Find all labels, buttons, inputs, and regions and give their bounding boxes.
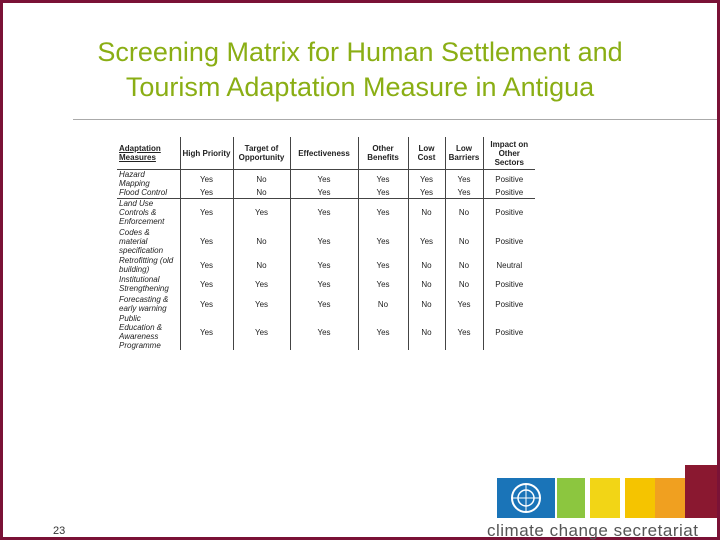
- rating-cell: No: [357, 294, 408, 314]
- title-line: Tourism Adaptation Measure in Antigua: [125, 72, 595, 102]
- rating-cell: Yes: [179, 227, 233, 256]
- rating-cell: Positive: [482, 314, 535, 350]
- rating-cell: No: [232, 188, 290, 199]
- rating-cell: Positive: [482, 227, 535, 256]
- header-cell: Effectiveness: [289, 137, 358, 170]
- rating-cell: Yes: [407, 188, 445, 199]
- rating-cell: Positive: [482, 198, 535, 227]
- rating-cell: Yes: [289, 169, 358, 188]
- table-row: Retrofitting (old building) Yes No Yes Yes No…: [117, 256, 535, 274]
- rating-cell: Yes: [357, 169, 408, 188]
- rating-cell: Yes: [357, 227, 408, 256]
- rating-cell: Positive: [482, 274, 535, 294]
- rating-cell: Yes: [179, 294, 233, 314]
- rating-cell: Yes: [179, 274, 233, 294]
- logo-block: [590, 478, 620, 518]
- logo-block: [625, 478, 655, 518]
- rating-cell: Yes: [232, 314, 290, 350]
- table-row: Public Education & Awareness Programme Ye…: [117, 314, 535, 350]
- rating-cell: Yes: [289, 314, 358, 350]
- rating-cell: Yes: [289, 227, 358, 256]
- logo-text: climate change secretariat: [487, 521, 699, 540]
- measure-cell: Hazard Mapping: [119, 170, 150, 188]
- rating-cell: Yes: [179, 188, 233, 199]
- rating-cell: No: [407, 274, 445, 294]
- rating-cell: Yes: [179, 198, 233, 227]
- measure-cell: Flood Control: [117, 188, 180, 199]
- rating-cell: No: [232, 256, 290, 274]
- rating-cell: Yes: [444, 169, 483, 188]
- measure-cell: Forecasting & early warning: [119, 295, 169, 313]
- rating-cell: Yes: [444, 188, 483, 199]
- rating-cell: Yes: [289, 256, 358, 274]
- rating-cell: Positive: [482, 294, 535, 314]
- rating-cell: Neutral: [482, 256, 535, 274]
- slide-number: 23: [53, 525, 66, 537]
- rating-cell: No: [407, 256, 445, 274]
- measure-cell: Retrofitting (old building): [119, 256, 174, 274]
- matrix-table: Adaptation Measures High Priority Target o…: [117, 137, 535, 350]
- measure-cell: Codes & material specification: [119, 228, 164, 255]
- rating-cell: No: [407, 294, 445, 314]
- title-line: Screening Matrix for Human Settlement an…: [97, 37, 623, 67]
- rating-cell: Yes: [289, 274, 358, 294]
- un-emblem: [511, 483, 541, 513]
- rating-cell: Yes: [232, 274, 290, 294]
- rating-cell: No: [444, 227, 483, 256]
- header-cell: Low Cost: [407, 137, 445, 170]
- rating-cell: Yes: [232, 294, 290, 314]
- header-cell: Target of Opportunity: [232, 137, 290, 170]
- rating-cell: No: [444, 256, 483, 274]
- rating-cell: No: [444, 198, 483, 227]
- logo-block: [557, 478, 585, 518]
- rating-cell: Yes: [179, 256, 233, 274]
- header-cell: Low Barriers: [444, 137, 483, 170]
- rating-cell: Positive: [482, 169, 535, 188]
- table-row: Codes & material specification Yes No Yes Ye…: [117, 227, 535, 256]
- table-row: Land Use Controls & Enforcement Yes Yes Yes…: [117, 198, 535, 227]
- table-row: Hazard Mapping Yes No Yes Yes Yes Yes Positive: [117, 169, 535, 188]
- header-cell: Other Benefits: [357, 137, 408, 170]
- logo-block: [685, 465, 717, 518]
- measure-cell: Institutional Strengthening: [119, 275, 169, 293]
- rating-cell: Yes: [179, 169, 233, 188]
- rating-cell: Positive: [482, 188, 535, 199]
- rating-cell: No: [232, 227, 290, 256]
- rating-cell: Yes: [357, 198, 408, 227]
- rating-cell: Yes: [179, 314, 233, 350]
- rating-cell: Yes: [444, 314, 483, 350]
- rating-cell: Yes: [444, 294, 483, 314]
- rating-cell: No: [407, 314, 445, 350]
- rating-cell: No: [407, 198, 445, 227]
- measure-cell: Land Use Controls & Enforcement: [119, 199, 165, 227]
- rating-cell: Yes: [357, 314, 408, 350]
- header-row: Adaptation Measures High Priority Target o…: [117, 137, 535, 170]
- rating-cell: Yes: [357, 256, 408, 274]
- rating-cell: Yes: [289, 294, 358, 314]
- rating-cell: Yes: [289, 198, 358, 227]
- table-body: Hazard Mapping Yes No Yes Yes Yes Yes Positive F…: [117, 169, 535, 350]
- rating-cell: No: [444, 274, 483, 294]
- logo-block: [497, 478, 555, 518]
- rating-cell: Yes: [232, 198, 290, 227]
- rule: [73, 119, 717, 120]
- header-cell: High Priority: [179, 137, 233, 170]
- measure-cell: Public Education & Awareness Programme: [119, 314, 163, 350]
- table-row: Institutional Strengthening Yes Yes Yes Yes N…: [117, 274, 535, 294]
- rating-cell: Yes: [407, 169, 445, 188]
- table-row: Forecasting & early warning Yes Yes Yes No No…: [117, 294, 535, 314]
- rating-cell: Yes: [357, 274, 408, 294]
- table-row: Flood Control Yes No Yes Yes Yes Yes Positive: [117, 188, 535, 199]
- header-cell: Impact on Other Sectors: [482, 137, 535, 170]
- rating-cell: No: [232, 169, 290, 188]
- rating-cell: Yes: [357, 188, 408, 199]
- rating-cell: Yes: [407, 227, 445, 256]
- logo-block: [655, 478, 685, 518]
- rating-cell: Yes: [289, 188, 358, 199]
- header-cell: Adaptation Measures: [117, 137, 180, 170]
